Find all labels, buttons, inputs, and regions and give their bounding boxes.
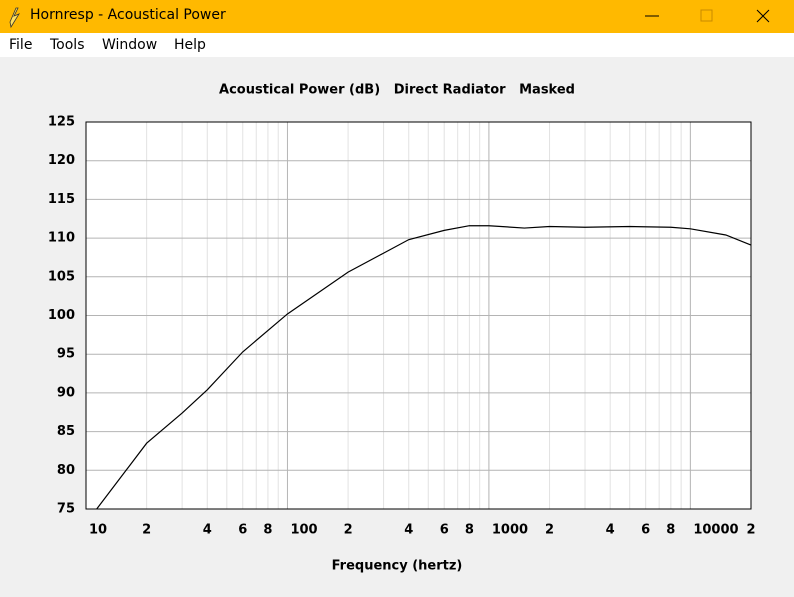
x-tick-label: 1000 [492, 523, 528, 538]
x-tick-label: 6 [440, 523, 449, 538]
x-tick-label: 2 [344, 523, 353, 538]
data-line [96, 225, 752, 510]
x-tick-label: 2 [746, 523, 755, 538]
x-tick-label: 10 [89, 523, 107, 538]
y-tick-label: 95 [57, 347, 75, 362]
menu-bar: File Tools Window Help [0, 33, 794, 57]
app-icon [9, 7, 20, 29]
x-tick-label: 8 [263, 523, 272, 538]
menu-item[interactable]: Help [174, 37, 206, 53]
x-tick-label: 100 [290, 523, 317, 538]
x-tick-label: 6 [238, 523, 247, 538]
x-tick-label: 4 [203, 523, 212, 538]
window-title: Hornresp - Acoustical Power [30, 7, 226, 23]
x-tick-label: 4 [606, 523, 615, 538]
y-tick-label: 90 [57, 385, 75, 400]
chart-title: Acoustical Power (dB) Direct Radiator Ma… [219, 83, 575, 98]
x-tick-label: 2 [142, 523, 151, 538]
menu-item[interactable]: Tools [50, 37, 85, 53]
y-tick-label: 120 [48, 153, 75, 168]
x-tick-label: 6 [641, 523, 650, 538]
y-tick-label: 85 [57, 424, 75, 439]
y-tick-label: 75 [57, 502, 75, 517]
y-tick-label: 80 [57, 463, 75, 478]
y-tick-label: 105 [48, 269, 75, 284]
title-bar: Hornresp - Acoustical Power [0, 0, 794, 33]
close-button[interactable] [756, 9, 770, 23]
x-tick-label: 8 [465, 523, 474, 538]
y-tick-label: 110 [48, 231, 75, 246]
x-axis-label: Frequency (hertz) [332, 559, 463, 574]
y-tick-label: 100 [48, 308, 75, 323]
x-tick-label: 4 [404, 523, 413, 538]
menu-item[interactable]: File [9, 37, 33, 53]
maximize-button[interactable] [700, 9, 713, 22]
x-tick-label: 10000 [693, 523, 738, 538]
menu-item[interactable]: Window [102, 37, 158, 53]
x-tick-label: 8 [666, 523, 675, 538]
chart: Acoustical Power (dB) Direct Radiator Ma… [48, 83, 756, 574]
y-tick-label: 125 [48, 115, 75, 130]
plot-frame [85, 121, 752, 510]
title-icons [9, 7, 770, 29]
x-tick-label: 2 [545, 523, 554, 538]
y-tick-label: 115 [48, 192, 75, 207]
